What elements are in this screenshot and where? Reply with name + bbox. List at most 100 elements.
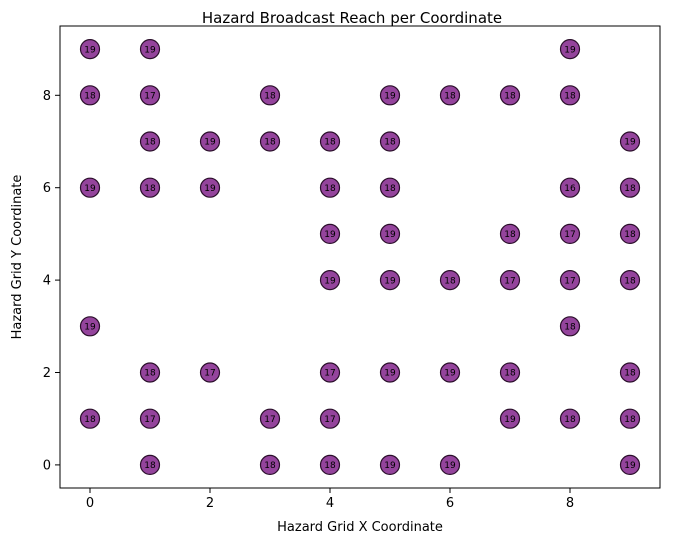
data-point: 18: [499, 223, 521, 244]
data-point: 18: [619, 362, 641, 383]
point-marker: [199, 362, 221, 383]
point-marker: [499, 85, 521, 106]
data-point: 18: [619, 408, 641, 429]
point-value-label: 18: [144, 461, 156, 471]
plot-area: 19 19 19 18 17 18 19 18 18 18 18 19 18 18 18 19 19 18 19 18…: [79, 38, 641, 475]
point-value-label: 17: [324, 415, 335, 425]
data-point: 18: [619, 223, 641, 244]
point-marker: [619, 270, 641, 291]
point-value-label: 18: [144, 138, 156, 148]
point-value-label: 18: [564, 323, 576, 333]
point-marker: [439, 85, 461, 106]
point-value-label: 18: [624, 276, 636, 286]
point-value-label: 18: [624, 369, 636, 379]
data-point: 18: [319, 454, 341, 475]
point-value-label: 18: [384, 184, 396, 194]
data-point: 18: [79, 408, 101, 429]
point-value-label: 19: [384, 461, 396, 471]
point-marker: [259, 131, 281, 152]
point-value-label: 19: [384, 369, 396, 379]
data-point: 19: [199, 131, 221, 152]
point-value-label: 18: [504, 92, 516, 102]
point-marker: [319, 454, 341, 475]
point-marker: [379, 131, 401, 152]
data-point: 18: [559, 408, 581, 429]
point-value-label: 19: [564, 45, 576, 55]
data-point: 17: [139, 85, 161, 106]
point-value-label: 18: [324, 138, 336, 148]
point-value-label: 17: [564, 230, 575, 240]
point-marker: [619, 408, 641, 429]
x-tick-label: 8: [566, 496, 574, 511]
point-marker: [79, 316, 101, 337]
point-value-label: 18: [324, 184, 336, 194]
point-value-label: 17: [144, 92, 155, 102]
y-axis: 0 2 4 6 8: [43, 89, 60, 473]
data-point: 19: [379, 454, 401, 475]
x-axis: 0 2 4 6 8: [86, 488, 574, 511]
point-marker: [439, 270, 461, 291]
point-value-label: 18: [384, 138, 396, 148]
point-value-label: 19: [84, 184, 96, 194]
point-marker: [79, 177, 101, 198]
point-marker: [619, 223, 641, 244]
point-marker: [139, 85, 161, 106]
point-marker: [139, 38, 161, 60]
y-tick-label: 4: [43, 274, 51, 289]
point-marker: [439, 454, 461, 475]
point-value-label: 19: [624, 138, 636, 148]
point-value-label: 18: [504, 230, 516, 240]
point-value-label: 19: [384, 230, 396, 240]
data-point: 18: [619, 270, 641, 291]
data-point: 19: [139, 38, 161, 60]
point-value-label: 17: [564, 276, 575, 286]
point-marker: [319, 362, 341, 383]
point-marker: [259, 85, 281, 106]
point-marker: [319, 177, 341, 198]
point-value-label: 19: [204, 138, 216, 148]
y-tick-label: 8: [43, 89, 51, 104]
point-value-label: 18: [624, 230, 636, 240]
point-value-label: 19: [204, 184, 216, 194]
point-marker: [379, 223, 401, 244]
point-marker: [319, 270, 341, 291]
point-value-label: 18: [144, 184, 156, 194]
x-tick-label: 2: [206, 496, 214, 511]
x-tick-label: 6: [446, 496, 454, 511]
data-point: 18: [139, 362, 161, 383]
point-value-label: 18: [264, 461, 276, 471]
point-value-label: 18: [564, 92, 576, 102]
x-tick-label: 4: [326, 496, 334, 511]
point-value-label: 18: [564, 415, 576, 425]
data-point: 18: [139, 177, 161, 198]
point-value-label: 17: [204, 369, 215, 379]
point-marker: [259, 454, 281, 475]
point-marker: [379, 362, 401, 383]
data-point: 18: [499, 362, 521, 383]
point-marker: [139, 131, 161, 152]
point-value-label: 16: [564, 184, 576, 194]
point-value-label: 18: [504, 369, 516, 379]
point-marker: [139, 177, 161, 198]
point-marker: [139, 454, 161, 475]
point-value-label: 17: [264, 415, 275, 425]
data-point: 17: [559, 223, 581, 244]
point-marker: [199, 177, 221, 198]
point-marker: [559, 270, 581, 291]
point-value-label: 17: [144, 415, 155, 425]
data-point: 18: [259, 131, 281, 152]
data-point: 19: [79, 38, 101, 60]
data-point: 19: [499, 408, 521, 429]
data-point: 18: [139, 454, 161, 475]
point-value-label: 18: [264, 138, 276, 148]
data-point: 18: [439, 85, 461, 106]
data-point: 19: [379, 85, 401, 106]
point-value-label: 19: [444, 369, 456, 379]
y-axis-title: Hazard Grid Y Coordinate: [10, 175, 25, 340]
data-point: 19: [319, 223, 341, 244]
point-marker: [79, 85, 101, 106]
data-point: 18: [439, 270, 461, 291]
point-value-label: 19: [384, 92, 396, 102]
data-point: 17: [319, 362, 341, 383]
point-marker: [559, 85, 581, 106]
